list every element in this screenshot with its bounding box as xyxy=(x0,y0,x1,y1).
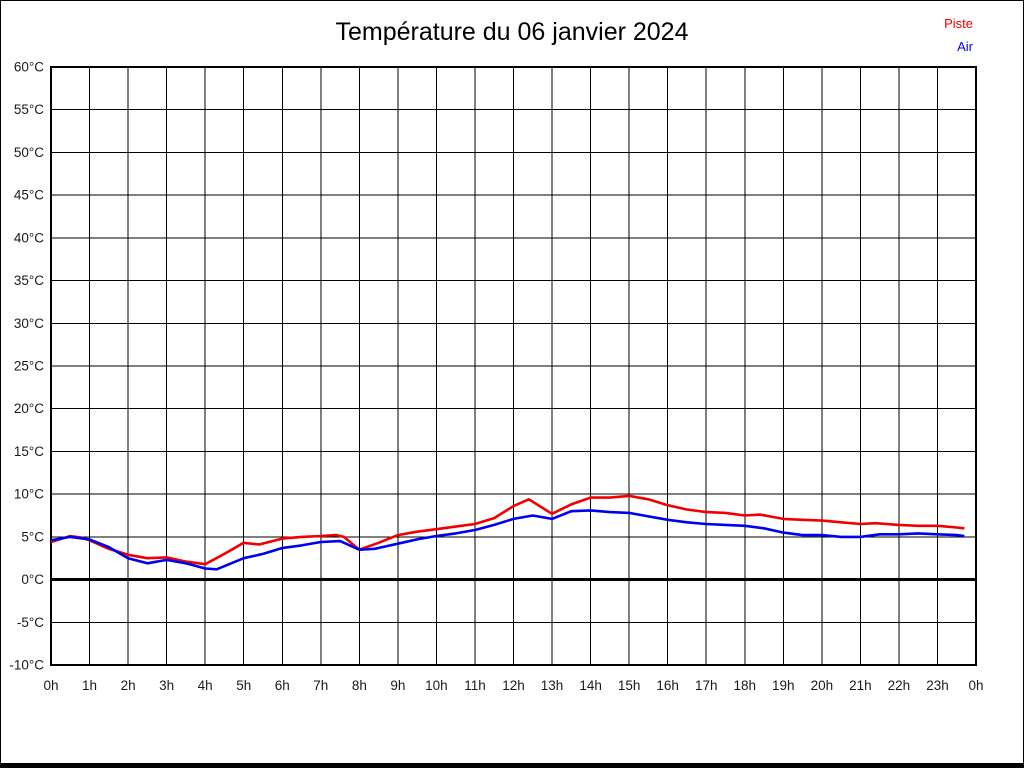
x-tick-label: 2h xyxy=(121,678,136,693)
y-tick-label: 0°C xyxy=(21,572,44,587)
y-tick-label: 35°C xyxy=(14,273,44,288)
x-tick-label: 7h xyxy=(313,678,328,693)
y-tick-label: 30°C xyxy=(14,316,44,331)
x-tick-label: 16h xyxy=(656,678,679,693)
y-tick-label: 15°C xyxy=(14,444,44,459)
y-tick-label: 25°C xyxy=(14,359,44,374)
x-tick-label: 12h xyxy=(502,678,525,693)
x-tick-label: 15h xyxy=(618,678,641,693)
x-tick-label: 17h xyxy=(695,678,718,693)
y-tick-label: 45°C xyxy=(14,188,44,203)
x-tick-label: 20h xyxy=(811,678,834,693)
legend: Piste Air xyxy=(944,12,973,58)
legend-item-air: Air xyxy=(957,39,973,54)
x-tick-label: 10h xyxy=(425,678,448,693)
legend-item-piste: Piste xyxy=(944,16,973,31)
x-tick-label: 4h xyxy=(198,678,213,693)
series-line-air xyxy=(50,509,965,571)
y-tick-label: 5°C xyxy=(21,529,44,544)
series-line-piste xyxy=(50,494,965,566)
x-tick-label: 8h xyxy=(352,678,367,693)
y-tick-label: 40°C xyxy=(14,230,44,245)
chart-title: Température du 06 janvier 2024 xyxy=(335,18,689,46)
x-tick-label: 0h xyxy=(968,678,983,693)
x-tick-label: 13h xyxy=(541,678,564,693)
x-tick-label: 0h xyxy=(43,678,58,693)
plot-border xyxy=(50,66,977,666)
x-tick-label: 9h xyxy=(390,678,405,693)
y-tick-label: 20°C xyxy=(14,401,44,416)
x-tick-label: 5h xyxy=(236,678,251,693)
x-tick-label: 11h xyxy=(464,678,486,693)
y-tick-label: 50°C xyxy=(14,145,44,160)
x-tick-label: 14h xyxy=(579,678,602,693)
x-tick-label: 19h xyxy=(772,678,795,693)
x-tick-label: 23h xyxy=(926,678,949,693)
bottom-border xyxy=(1,763,1023,767)
x-tick-label: 3h xyxy=(159,678,174,693)
y-tick-label: -10°C xyxy=(9,658,44,673)
y-tick-label: -5°C xyxy=(17,615,44,630)
y-tick-label: 60°C xyxy=(14,60,44,75)
x-tick-label: 21h xyxy=(849,678,872,693)
x-tick-label: 1h xyxy=(82,678,97,693)
x-tick-label: 6h xyxy=(275,678,290,693)
x-tick-label: 18h xyxy=(733,678,756,693)
y-tick-label: 10°C xyxy=(14,487,44,502)
y-tick-label: 55°C xyxy=(14,102,44,117)
x-tick-label: 22h xyxy=(888,678,911,693)
